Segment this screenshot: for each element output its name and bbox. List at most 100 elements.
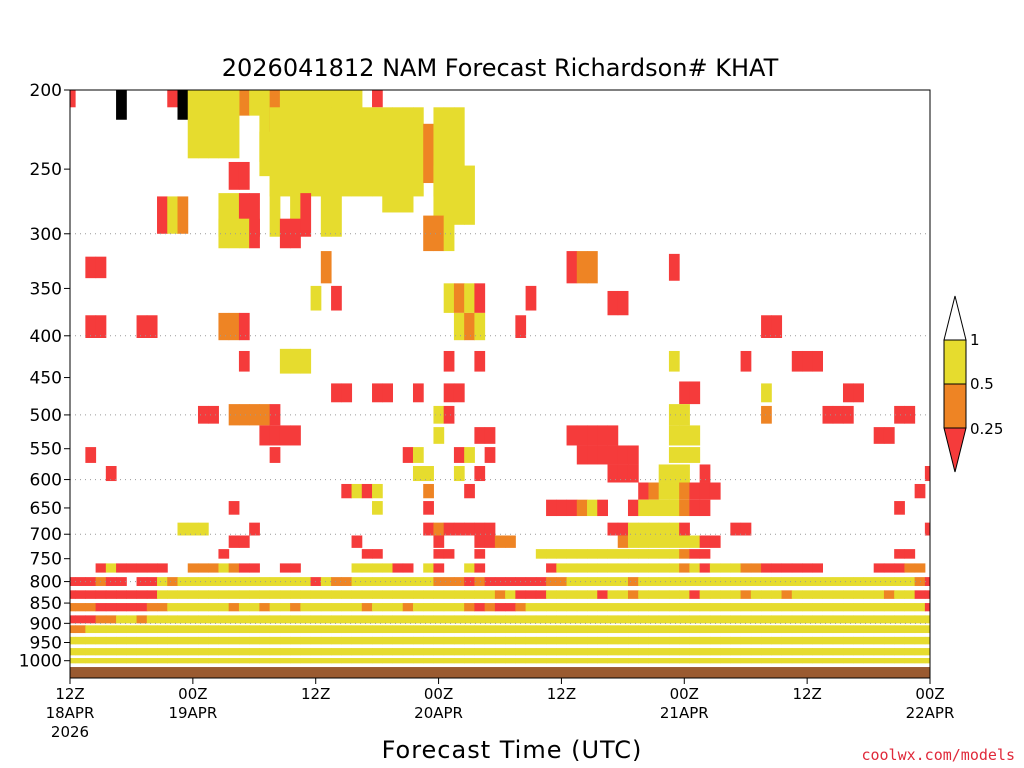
ri-cell [372,501,383,515]
ri-cell [679,615,690,623]
ri-cell [659,563,670,572]
ri-cell [474,637,485,645]
ri-cell [679,381,690,404]
ri-cell [239,535,250,547]
ri-cell [474,648,485,655]
ri-cell [362,615,373,623]
ri-cell [505,603,516,611]
ri-cell [608,625,619,633]
ri-cell [792,648,803,655]
ri-cell [423,590,434,599]
ri-cell [116,615,127,623]
ri-cell [669,549,680,559]
ri-cell [464,166,475,225]
ri-cell [515,590,526,599]
ri-cell [812,615,823,623]
ri-cell [454,447,465,463]
ri-cell [495,648,506,655]
ri-cell [208,563,219,572]
ri-cell [730,625,741,633]
ri-cell [75,648,86,655]
x-tick-label: 12Z [792,685,821,703]
ri-cell [352,603,363,611]
ri-cell [393,615,404,623]
ri-cell [331,590,342,599]
ri-cell [311,603,322,611]
ri-cell [474,625,485,633]
ri-cell [106,658,117,663]
ri-cell [290,563,301,572]
ri-cell [648,563,659,572]
ri-cell [833,603,844,611]
ri-cell [904,603,915,611]
y-tick-label: 950 [30,634,62,654]
ri-cell [485,603,496,611]
ri-cell [70,648,76,655]
ri-cell [433,563,444,572]
ri-cell [280,107,291,196]
ri-cell [546,500,557,516]
ri-cell [362,484,373,498]
ri-cell [300,193,311,237]
ri-cell [280,590,291,599]
ri-cell [679,500,690,516]
ri-cell [249,563,260,572]
ri-cell [413,603,424,611]
ri-cell [884,603,895,611]
ri-cell [157,637,168,645]
ri-cell [689,425,700,445]
ri-cell [259,132,270,176]
ri-cell [843,590,854,599]
ri-cell [249,523,260,536]
ri-cell [618,637,629,645]
ri-cell [608,549,619,559]
ri-cell [362,637,373,645]
ri-cell [229,535,240,547]
ri-cell [761,383,772,402]
ri-cell [638,500,649,516]
ri-cell [659,648,670,655]
ri-cell [669,483,680,500]
ri-cell [720,637,731,645]
ri-cell [700,615,711,623]
ri-cell [444,615,455,623]
ri-cell [70,615,76,623]
ri-cell [710,625,721,633]
ri-cell [372,658,383,663]
ri-cell [126,637,137,645]
ri-cell [85,447,96,463]
ri-cell [85,658,96,663]
ri-cell [618,535,629,547]
ri-cell [618,648,629,655]
x-tick-label: 00Z [178,685,207,703]
ri-cell [300,625,311,633]
ri-cell [710,603,721,611]
ri-cell [362,107,373,196]
ri-cell [167,90,178,107]
ri-cell [372,615,383,623]
ri-cell [485,615,496,623]
ri-cell [198,625,209,633]
ri-cell [75,590,86,599]
ri-cell [474,615,485,623]
y-tick-label: 1000 [19,652,62,672]
ri-cell [372,563,383,572]
ri-cell [454,590,465,599]
ri-cell [270,158,281,193]
ri-cell [96,590,107,599]
ri-cell [393,637,404,645]
ri-cell [669,523,680,536]
ri-cell [352,535,363,547]
ri-cell [249,637,260,645]
ri-cell [669,590,680,599]
ri-cell [536,648,547,655]
ri-cell [474,577,485,586]
ri-cell [618,445,629,464]
ri-cell [249,615,260,623]
ri-cell [556,500,567,516]
ri-cell [556,563,567,572]
ri-cell [618,590,629,599]
ri-cell [137,315,148,338]
ri-cell [188,625,199,633]
ri-cell [628,637,639,645]
